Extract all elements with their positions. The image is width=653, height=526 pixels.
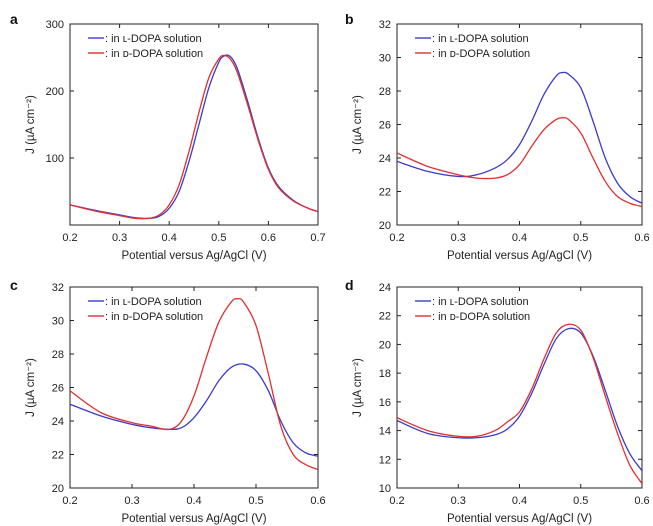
x-tick-label: 0.3: [124, 495, 139, 507]
x-tick-label: 0.6: [261, 232, 276, 244]
x-axis-label: Potential versus Ag/AgCl (V): [121, 513, 266, 525]
series-line-d-dopa: [70, 297, 318, 471]
y-tick-label: 32: [52, 282, 64, 294]
y-tick-label: 16: [379, 397, 391, 409]
x-tick-label: 0.4: [512, 232, 527, 244]
legend-label: : in ʟ-DOPA solution: [432, 33, 529, 45]
x-axis-label: Potential versus Ag/AgCl (V): [447, 250, 592, 262]
x-tick-label: 0.4: [512, 495, 527, 507]
y-tick-label: 20: [379, 339, 391, 351]
x-tick-label: 0.3: [451, 232, 466, 244]
legend-label: : in ᴅ-DOPA solution: [105, 48, 203, 60]
series-line-l-dopa: [397, 71, 642, 204]
panel-letter: c: [10, 277, 18, 293]
x-tick-label: 0.5: [573, 232, 588, 244]
panel-letter: b: [345, 11, 354, 27]
y-tick-label: 22: [379, 187, 391, 199]
x-tick-label: 0.5: [248, 495, 263, 507]
y-tick-label: 28: [52, 349, 64, 361]
y-tick-label: 200: [46, 86, 64, 98]
y-tick-label: 300: [46, 19, 64, 31]
x-tick-label: 0.5: [573, 495, 588, 507]
y-tick-label: 12: [379, 454, 391, 466]
plot-frame: [69, 23, 319, 226]
x-tick-label: 0.6: [634, 232, 649, 244]
y-tick-label: 22: [52, 450, 64, 462]
y-axis-label: J (µA cm⁻²): [352, 358, 364, 417]
chart-panel-b: b 0.2 0.3 0.4 0.5 0.6 20 22 24 26 28 30 32 Potential …: [345, 11, 650, 262]
chart-panel-c: c 0.2 0.3 0.4 0.5 0.6 20 22 24 26 28 30 32 Potential …: [10, 277, 326, 525]
y-tick-label: 20: [52, 483, 64, 495]
y-axis-label: J (µA cm⁻²): [25, 95, 37, 154]
x-tick-label: 0.2: [62, 232, 77, 244]
panel-letter: a: [10, 11, 18, 27]
y-tick-label: 30: [379, 53, 391, 65]
series-line-l-dopa: [397, 327, 642, 472]
series-line-d-dopa: [397, 117, 642, 208]
legend-label: : in ᴅ-DOPA solution: [432, 48, 530, 60]
x-tick-label: 0.3: [451, 495, 466, 507]
y-tick-label: 20: [379, 220, 391, 232]
legend-label: : in ʟ-DOPA solution: [432, 296, 529, 308]
series-line-d-dopa: [70, 54, 318, 220]
series-line-l-dopa: [70, 54, 318, 220]
y-tick-label: 32: [379, 19, 391, 31]
x-tick-label: 0.2: [389, 495, 404, 507]
y-tick-label: 26: [379, 120, 391, 132]
y-tick-label: 28: [379, 86, 391, 98]
y-tick-label: 24: [379, 153, 391, 165]
x-tick-label: 0.4: [162, 232, 177, 244]
legend-label: : in ᴅ-DOPA solution: [432, 311, 530, 323]
legend-label: : in ʟ-DOPA solution: [105, 296, 202, 308]
x-tick-label: 0.2: [389, 232, 404, 244]
y-tick-label: 100: [46, 153, 64, 165]
x-tick-label: 0.3: [112, 232, 127, 244]
y-tick-label: 26: [52, 383, 64, 395]
x-axis-label: Potential versus Ag/AgCl (V): [447, 513, 592, 525]
series-line-d-dopa: [397, 323, 642, 485]
x-tick-label: 0.6: [634, 495, 649, 507]
legend-label: : in ᴅ-DOPA solution: [105, 311, 203, 323]
x-tick-label: 0.2: [62, 495, 77, 507]
x-tick-label: 0.4: [186, 495, 201, 507]
y-tick-label: 24: [52, 416, 64, 428]
panel-letter: d: [345, 277, 354, 293]
y-tick-label: 18: [379, 368, 391, 380]
y-tick-label: 10: [379, 483, 391, 495]
series-line-l-dopa: [70, 363, 318, 457]
chart-panel-d: d 0.2 0.3 0.4 0.5 0.6 10 12 14 16 18 20 22 24 Potentia…: [345, 277, 650, 525]
chart-panel-a: a 0.2 0.3 0.4 0.5 0.6 0.7 100 200 300 Potential ve…: [10, 11, 326, 262]
x-tick-label: 0.6: [310, 495, 325, 507]
x-tick-label: 0.5: [211, 232, 226, 244]
x-tick-label: 0.7: [310, 232, 325, 244]
y-tick-label: 30: [52, 316, 64, 328]
y-axis-label: J (µA cm⁻²): [25, 358, 37, 417]
y-axis-label: J (µA cm⁻²): [352, 95, 364, 154]
legend-label: : in ʟ-DOPA solution: [105, 33, 202, 45]
y-tick-label: 24: [379, 282, 391, 294]
y-tick-label: 22: [379, 311, 391, 323]
x-axis-label: Potential versus Ag/AgCl (V): [121, 250, 266, 262]
y-tick-label: 14: [379, 426, 391, 438]
